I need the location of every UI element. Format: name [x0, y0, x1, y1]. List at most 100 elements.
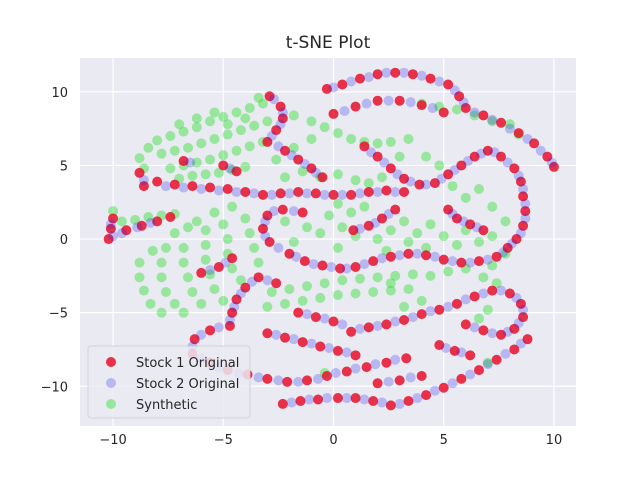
- scatter-point: [332, 289, 343, 300]
- scatter-point: [511, 292, 522, 303]
- scatter-point: [372, 95, 383, 106]
- scatter-point: [275, 101, 286, 112]
- scatter-point: [350, 393, 361, 404]
- scatter-point: [319, 189, 330, 200]
- scatter-point: [189, 334, 200, 345]
- scatter-point: [350, 262, 361, 273]
- scatter-point: [469, 107, 480, 118]
- scatter-point: [260, 231, 271, 242]
- legend-marker: [106, 357, 116, 367]
- scatter-point: [478, 110, 489, 121]
- scatter-point: [451, 298, 462, 309]
- scatter-point: [328, 82, 339, 93]
- scatter-point: [213, 322, 224, 333]
- scatter-point: [500, 216, 511, 227]
- scatter-point: [385, 251, 396, 262]
- scatter-point: [156, 257, 167, 268]
- scatter-point: [412, 248, 423, 259]
- scatter-point: [275, 188, 286, 199]
- scatter-point: [385, 136, 396, 147]
- scatter-point: [302, 309, 313, 320]
- scatter-point: [328, 189, 339, 200]
- scatter-point: [489, 147, 500, 158]
- scatter-point: [487, 116, 498, 127]
- chart-title: t-SNE Plot: [286, 33, 371, 53]
- scatter-point: [390, 186, 401, 197]
- scatter-point: [511, 234, 522, 245]
- scatter-point: [350, 350, 361, 361]
- scatter-point: [257, 189, 268, 200]
- scatter-point: [474, 365, 485, 376]
- scatter-point: [165, 211, 176, 222]
- scatter-point: [235, 275, 246, 286]
- scatter-point: [385, 163, 396, 174]
- scatter-point: [515, 176, 526, 187]
- scatter-point: [271, 329, 282, 340]
- scatter-point: [277, 107, 288, 118]
- scatter-point: [280, 298, 291, 309]
- scatter-point: [138, 181, 149, 192]
- scatter-point: [513, 317, 524, 328]
- scatter-point: [231, 186, 242, 197]
- scatter-point: [434, 160, 445, 171]
- scatter-point: [280, 145, 291, 156]
- scatter-point: [381, 319, 392, 330]
- scatter-point: [310, 312, 321, 323]
- scatter-point: [183, 142, 194, 153]
- scatter-point: [310, 167, 321, 178]
- scatter-point: [328, 108, 339, 119]
- scatter-point: [425, 73, 436, 84]
- scatter-point: [317, 260, 328, 271]
- scatter-point: [383, 95, 394, 106]
- scatter-point: [288, 110, 299, 121]
- scatter-point: [482, 359, 493, 370]
- scatter-point: [257, 223, 268, 234]
- scatter-point: [363, 178, 374, 189]
- scatter-point: [218, 150, 229, 161]
- scatter-point: [421, 179, 432, 190]
- scatter-point: [401, 353, 412, 364]
- scatter-point: [425, 219, 436, 230]
- scatter-point: [315, 341, 326, 352]
- scatter-point: [160, 287, 171, 298]
- scatter-point: [403, 395, 414, 406]
- scatter-point: [260, 216, 271, 227]
- scatter-point: [361, 362, 372, 373]
- scatter-point: [277, 204, 288, 215]
- scatter-point: [288, 206, 299, 217]
- scatter-point: [321, 370, 332, 381]
- scatter-point: [244, 228, 255, 239]
- scatter-point: [108, 206, 119, 217]
- scatter-point: [282, 376, 293, 387]
- scatter-point: [405, 97, 416, 108]
- scatter-point: [456, 373, 467, 384]
- scatter-point: [143, 211, 154, 222]
- scatter-point: [178, 307, 189, 318]
- scatter-point: [518, 304, 529, 315]
- scatter-point: [277, 113, 288, 124]
- scatter-point: [152, 135, 163, 146]
- scatter-point: [412, 228, 423, 239]
- scatter-point: [363, 322, 374, 333]
- scatter-point: [359, 201, 370, 212]
- scatter-point: [346, 133, 357, 144]
- scatter-point: [504, 288, 515, 299]
- scatter-point: [224, 163, 235, 174]
- scatter-point: [460, 192, 471, 203]
- scatter-point: [341, 347, 352, 358]
- scatter-point: [288, 142, 299, 153]
- scatter-point: [205, 269, 216, 280]
- scatter-point: [213, 185, 224, 196]
- scatter-point: [205, 116, 216, 127]
- scatter-point: [268, 206, 279, 217]
- scatter-point: [354, 273, 365, 284]
- scatter-point: [498, 247, 509, 258]
- scatter-point: [487, 201, 498, 212]
- scatter-point: [407, 69, 418, 80]
- scatter-point: [326, 262, 337, 273]
- scatter-point: [209, 284, 220, 295]
- scatter-point: [335, 263, 346, 274]
- scatter-point: [407, 269, 418, 280]
- scatter-point: [178, 126, 189, 137]
